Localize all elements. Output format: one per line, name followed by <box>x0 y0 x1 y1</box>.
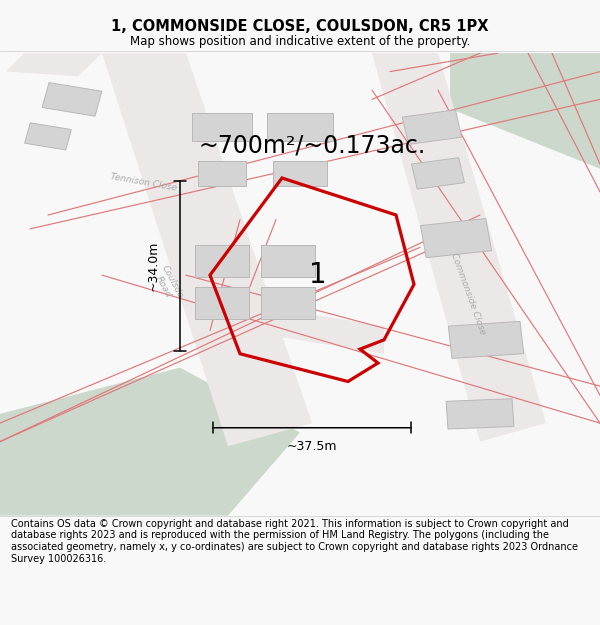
Text: 1: 1 <box>309 261 327 289</box>
Polygon shape <box>6 53 102 76</box>
Polygon shape <box>402 110 462 144</box>
Polygon shape <box>448 321 524 358</box>
Polygon shape <box>195 245 249 278</box>
Text: ~34.0m: ~34.0m <box>146 241 160 291</box>
Text: Contains OS data © Crown copyright and database right 2021. This information is : Contains OS data © Crown copyright and d… <box>11 519 578 564</box>
Polygon shape <box>261 287 315 319</box>
Polygon shape <box>195 287 249 319</box>
Text: Map shows position and indicative extent of the property.: Map shows position and indicative extent… <box>130 35 470 48</box>
Polygon shape <box>450 53 600 169</box>
Polygon shape <box>25 123 71 150</box>
Polygon shape <box>421 219 491 258</box>
Text: Tennison Close: Tennison Close <box>110 173 178 193</box>
Polygon shape <box>240 303 384 354</box>
Polygon shape <box>446 399 514 429</box>
Polygon shape <box>273 161 327 186</box>
Polygon shape <box>0 368 300 516</box>
Polygon shape <box>102 53 312 446</box>
Polygon shape <box>372 53 546 442</box>
Polygon shape <box>42 82 102 116</box>
Text: 1, COMMONSIDE CLOSE, COULSDON, CR5 1PX: 1, COMMONSIDE CLOSE, COULSDON, CR5 1PX <box>111 19 489 34</box>
Polygon shape <box>412 158 464 189</box>
Polygon shape <box>267 113 333 141</box>
Text: ~37.5m: ~37.5m <box>287 440 337 452</box>
Polygon shape <box>192 113 252 141</box>
Polygon shape <box>198 161 246 186</box>
Text: ~700m²/~0.173ac.: ~700m²/~0.173ac. <box>199 134 425 158</box>
Polygon shape <box>261 245 315 278</box>
Text: Coulsdo
Road: Coulsdo Road <box>151 264 185 304</box>
Text: Commonside Close: Commonside Close <box>449 251 487 336</box>
